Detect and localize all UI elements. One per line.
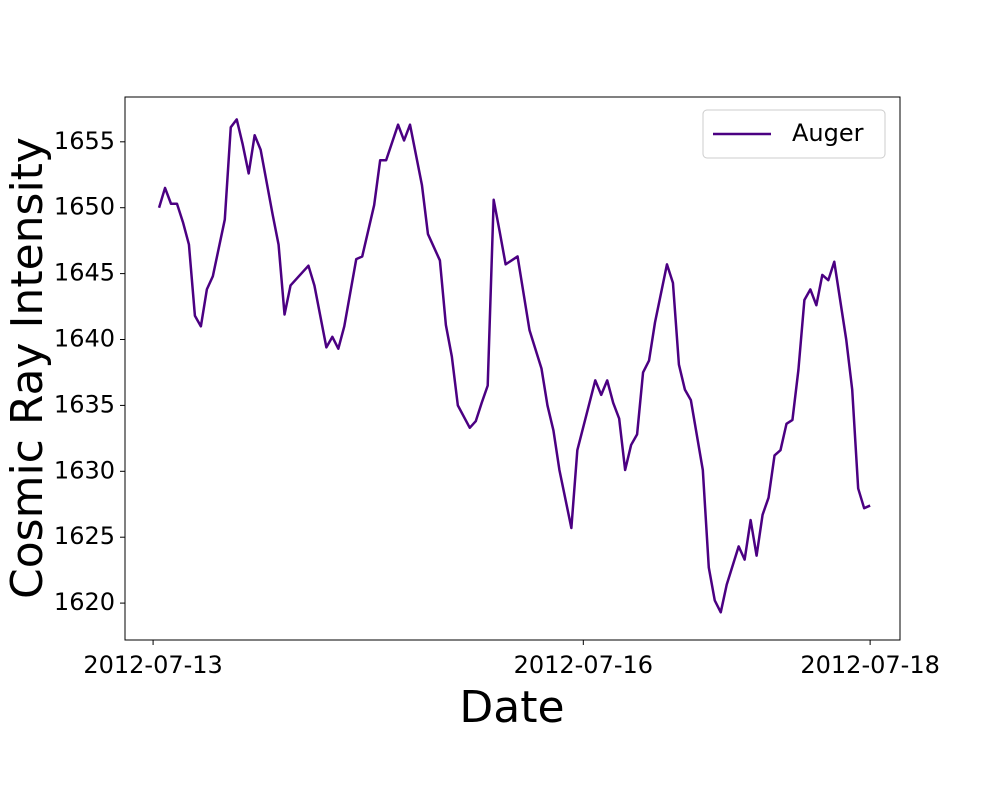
y-tick-label: 1655 [54,127,115,155]
x-tick-label: 2012-07-13 [83,651,222,679]
x-tick-label: 2012-07-16 [514,651,653,679]
legend-box [702,109,886,159]
data-line [157,118,871,614]
x-tick-label: 2012-07-18 [800,651,939,679]
y-tick-label: 1620 [54,588,115,616]
y-axis-label: Cosmic Ray Intensity [2,137,53,599]
y-tick-label: 1630 [54,456,115,484]
legend: Auger [702,109,886,159]
y-tick-label: 1650 [54,193,115,221]
plot-area [124,96,901,641]
x-axis-label: Date [459,682,564,733]
y-tick-label: 1635 [54,390,115,418]
y-tick-label: 1640 [54,325,115,353]
y-tick-label: 1645 [54,259,115,287]
legend-label: Auger [792,119,864,147]
y-tick-label: 1625 [54,522,115,550]
